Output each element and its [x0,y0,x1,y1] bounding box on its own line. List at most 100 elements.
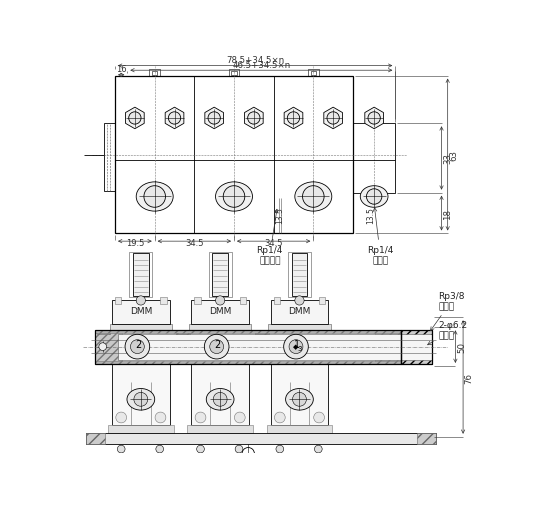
Bar [240,297,246,305]
Bar [417,433,436,444]
Text: 18: 18 [443,208,452,219]
Text: 46.5+34.5×n: 46.5+34.5×n [232,61,290,70]
Bar [152,72,157,76]
Circle shape [276,445,284,453]
Ellipse shape [285,389,314,410]
Bar [97,330,110,334]
Bar [229,70,240,76]
Bar [161,297,167,305]
Circle shape [288,112,300,125]
Circle shape [118,445,125,453]
Bar [231,72,237,76]
Text: 34.5: 34.5 [185,239,204,248]
Text: 2-φ6.2
安装孔: 2-φ6.2 安装孔 [428,320,468,345]
Bar [110,324,172,330]
Circle shape [213,392,227,407]
Text: 78.5+34.5×n: 78.5+34.5×n [226,56,284,65]
Circle shape [235,445,243,453]
Text: Rp1/4
油气出口: Rp1/4 油气出口 [257,210,283,265]
Bar [115,297,121,305]
Circle shape [302,186,324,208]
Circle shape [284,334,309,359]
Text: ◆: ◆ [293,344,299,350]
Bar [86,433,436,444]
Circle shape [155,412,166,423]
Bar [95,361,401,364]
Bar [319,297,325,305]
Bar [308,70,319,76]
Text: 33: 33 [443,153,452,164]
Bar [270,301,328,324]
Text: DMM: DMM [209,307,231,316]
Bar [176,330,190,334]
Bar [288,252,311,298]
Bar [95,330,122,364]
Bar [188,426,253,433]
Polygon shape [324,108,342,129]
Circle shape [168,112,181,125]
Text: 13.5: 13.5 [366,206,375,223]
Bar [274,297,280,305]
Ellipse shape [360,186,388,208]
Bar [401,330,432,364]
Polygon shape [365,108,384,129]
Bar [118,334,432,360]
Bar [401,330,432,364]
Circle shape [315,445,322,453]
Text: DMM: DMM [288,307,311,316]
Text: 13.5: 13.5 [275,206,284,223]
Text: Rp3/8
进油口: Rp3/8 进油口 [431,292,465,331]
Text: 2: 2 [135,340,141,350]
Bar [189,324,251,330]
Circle shape [293,392,306,407]
Circle shape [156,445,163,453]
Bar [149,70,160,76]
Bar [268,324,331,330]
Circle shape [215,296,225,305]
Text: 63: 63 [449,150,458,161]
Text: 1: 1 [294,340,300,350]
Text: 34.5: 34.5 [264,239,283,248]
Bar [95,330,401,364]
Polygon shape [245,108,263,129]
Circle shape [327,112,339,125]
Bar [112,364,169,426]
Ellipse shape [206,389,234,410]
Text: 76: 76 [465,372,474,383]
Bar [270,364,328,426]
Bar [95,330,401,333]
Text: Rp1/4
进气口: Rp1/4 进气口 [367,208,394,265]
Bar [112,301,169,324]
Circle shape [197,445,204,453]
Circle shape [208,112,220,125]
Circle shape [136,296,146,305]
Bar [86,433,105,444]
Circle shape [248,112,260,125]
Bar [194,297,200,305]
Bar [129,252,152,298]
Bar [353,124,395,193]
Circle shape [223,186,245,208]
Circle shape [204,334,229,359]
Bar [311,72,316,76]
Text: 19.5: 19.5 [126,239,144,248]
Bar [292,254,307,296]
Circle shape [134,392,148,407]
Circle shape [116,412,126,423]
Circle shape [129,112,141,125]
Bar [192,364,249,426]
Text: 16: 16 [116,65,126,74]
Polygon shape [165,108,184,129]
Bar [255,330,269,334]
Ellipse shape [136,183,173,212]
Bar [115,76,353,234]
Bar [267,426,332,433]
Circle shape [368,112,380,125]
Circle shape [289,340,303,354]
Bar [108,426,173,433]
Polygon shape [205,108,224,129]
Bar [209,252,232,298]
Text: 50: 50 [457,342,466,352]
Bar [374,330,432,364]
Bar [192,301,249,324]
